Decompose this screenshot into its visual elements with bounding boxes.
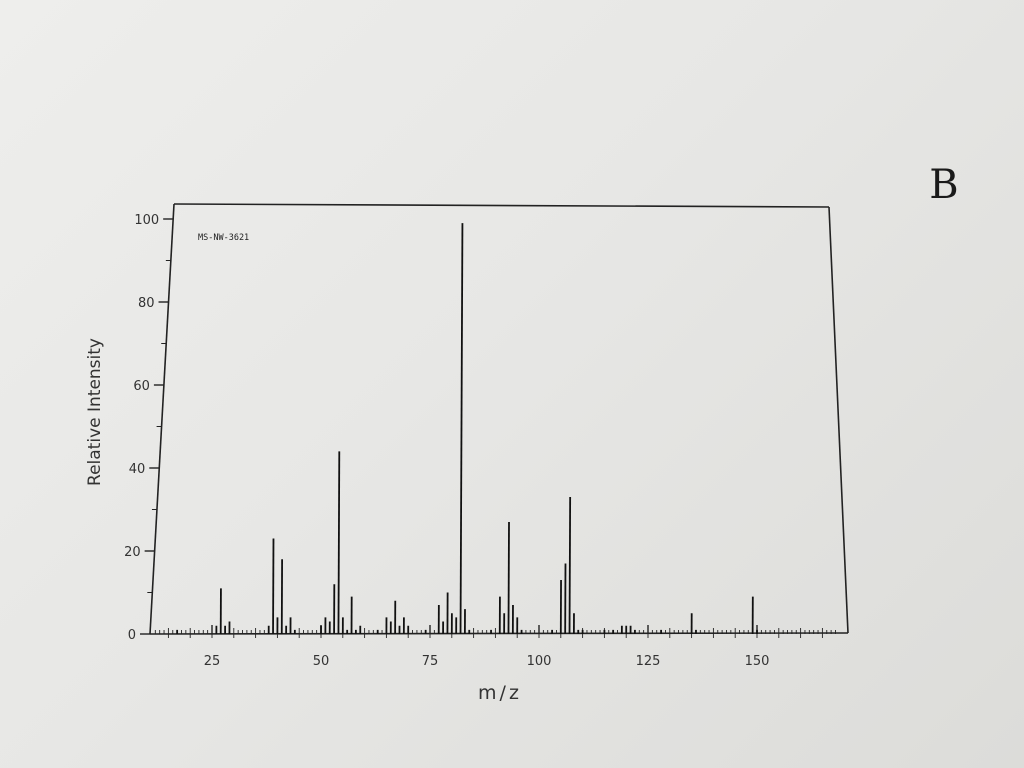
y-tick-label: 0	[128, 628, 136, 643]
y-tick-label: 80	[138, 296, 155, 311]
y-axis-label: Relative Intensity	[85, 338, 105, 486]
x-axis-label: m/z	[478, 682, 522, 704]
plot-border-left	[149, 203, 175, 635]
y-tick-label: 100	[134, 213, 159, 228]
plot-border-right	[828, 206, 849, 634]
spectrum-peak	[337, 451, 341, 635]
spectrum-peak	[568, 497, 572, 635]
x-tick-label: 100	[527, 654, 552, 669]
plot-border-top	[173, 203, 830, 208]
x-tick-label: 75	[422, 654, 439, 669]
y-tick-label: 40	[129, 462, 146, 477]
spectrum-peak	[459, 223, 464, 635]
y-tick-label: 60	[133, 379, 150, 394]
spectrum-id-label: MS-NW-3621	[198, 233, 249, 243]
x-tick-label: 50	[313, 654, 330, 669]
spectrum-peak	[507, 521, 510, 635]
x-tick-label: 25	[204, 654, 221, 669]
x-tick-label: 125	[636, 654, 661, 669]
y-tick-label: 20	[124, 545, 141, 560]
x-tick-label: 150	[745, 654, 770, 669]
handwritten-letter-mark: B	[929, 162, 958, 208]
